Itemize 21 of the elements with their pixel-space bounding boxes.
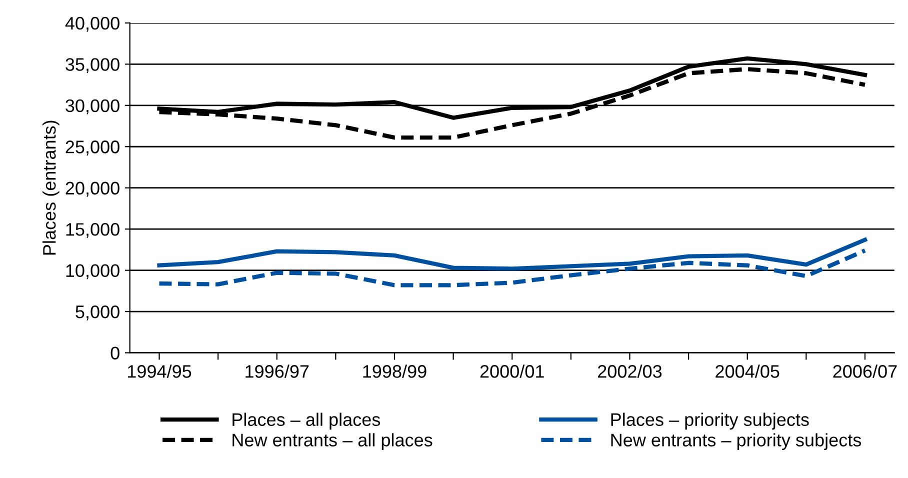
y-tick-label: 15,000 <box>66 223 120 238</box>
y-tick-label: 5,000 <box>76 305 120 320</box>
x-tick-label: 1998/99 <box>363 364 426 378</box>
legend-label: New entrants – all places <box>232 433 432 450</box>
x-tick-label: 1996/97 <box>246 364 309 378</box>
y-tick-label: 10,000 <box>66 264 120 280</box>
legend-label: Places – priority subjects <box>611 412 809 430</box>
y-tick-label: 20,000 <box>66 182 120 197</box>
x-tick-label: 2006/07 <box>833 364 897 378</box>
x-tick-label: 2004/05 <box>716 364 780 378</box>
y-tick-label: 0 <box>110 346 120 360</box>
y-tick-label: 35,000 <box>66 58 120 74</box>
x-tick-label: 1994/95 <box>128 364 192 378</box>
x-tick-label: 2002/03 <box>598 364 662 378</box>
y-tick-label: 25,000 <box>66 140 120 156</box>
y-tick-label: 40,000 <box>65 16 120 32</box>
y-axis-title: Places (entrants) <box>42 120 60 255</box>
legend-label: New entrants – priority subjects <box>611 433 862 450</box>
x-tick-label: 2000/01 <box>480 364 544 378</box>
legend-label: Places – all places <box>232 412 380 430</box>
y-tick-label: 30,000 <box>66 99 120 114</box>
